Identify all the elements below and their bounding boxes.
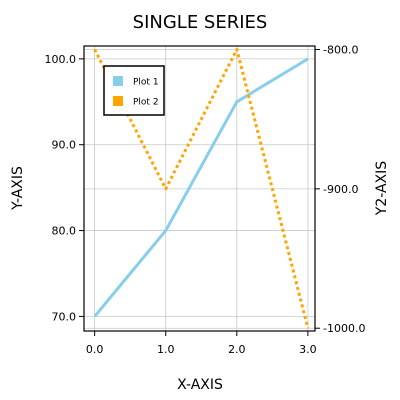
y2-axis-title: Y2-AXIS	[374, 161, 390, 217]
y2-tick-label-1: -900.0	[323, 183, 358, 196]
x-axis-title: X-AXIS	[177, 377, 223, 393]
x-tick-label-3: 3.0	[299, 343, 317, 356]
y-axis-title: Y-AXIS	[10, 166, 26, 211]
y-tick-label-3: 100.0	[45, 53, 77, 66]
y2-tick-label-2: -800.0	[323, 43, 358, 56]
legend-swatch-0	[113, 76, 123, 86]
legend-box	[103, 65, 165, 116]
series-line-0	[93, 57, 309, 318]
chart-title: SINGLE SERIES	[133, 12, 268, 33]
legend-label-1: Plot 2	[133, 98, 159, 108]
y-tick-label-2: 90.0	[52, 139, 77, 152]
y-tick-label-0: 70.0	[52, 310, 77, 323]
axis-layer: 0.0 1.0 2.0 3.0 70.0 80.0 90.0 100.0 -1000.0 -900…	[45, 43, 366, 356]
legend-swatch-1	[113, 96, 123, 106]
x-tick-label-0: 0.0	[86, 343, 104, 356]
grid-layer	[84, 46, 315, 331]
x-tick-label-2: 2.0	[228, 343, 246, 356]
x-tick-label-1: 1.0	[157, 343, 175, 356]
series-layer	[93, 47, 310, 329]
y2-tick-label-0: -1000.0	[323, 322, 365, 335]
y-tick-label-1: 80.0	[52, 225, 77, 238]
legend: Plot 1 Plot 2	[103, 65, 165, 116]
legend-label-0: Plot 1	[133, 78, 159, 88]
series-line-1	[93, 47, 310, 329]
